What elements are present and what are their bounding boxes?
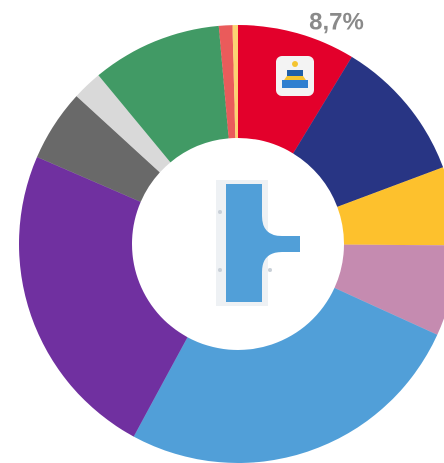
slice [293, 56, 444, 207]
slice [37, 96, 160, 202]
slice [98, 25, 229, 163]
slice [218, 25, 236, 139]
slice [76, 75, 171, 173]
slice [19, 157, 188, 437]
slice [337, 167, 444, 246]
slices [19, 25, 444, 463]
slice [334, 244, 444, 335]
slice [232, 25, 238, 139]
labels: 8,7% [309, 8, 364, 35]
slice [133, 287, 438, 463]
emblem-icon [276, 56, 314, 96]
center-logo [216, 180, 300, 306]
value-label: 8,7% [309, 8, 364, 35]
